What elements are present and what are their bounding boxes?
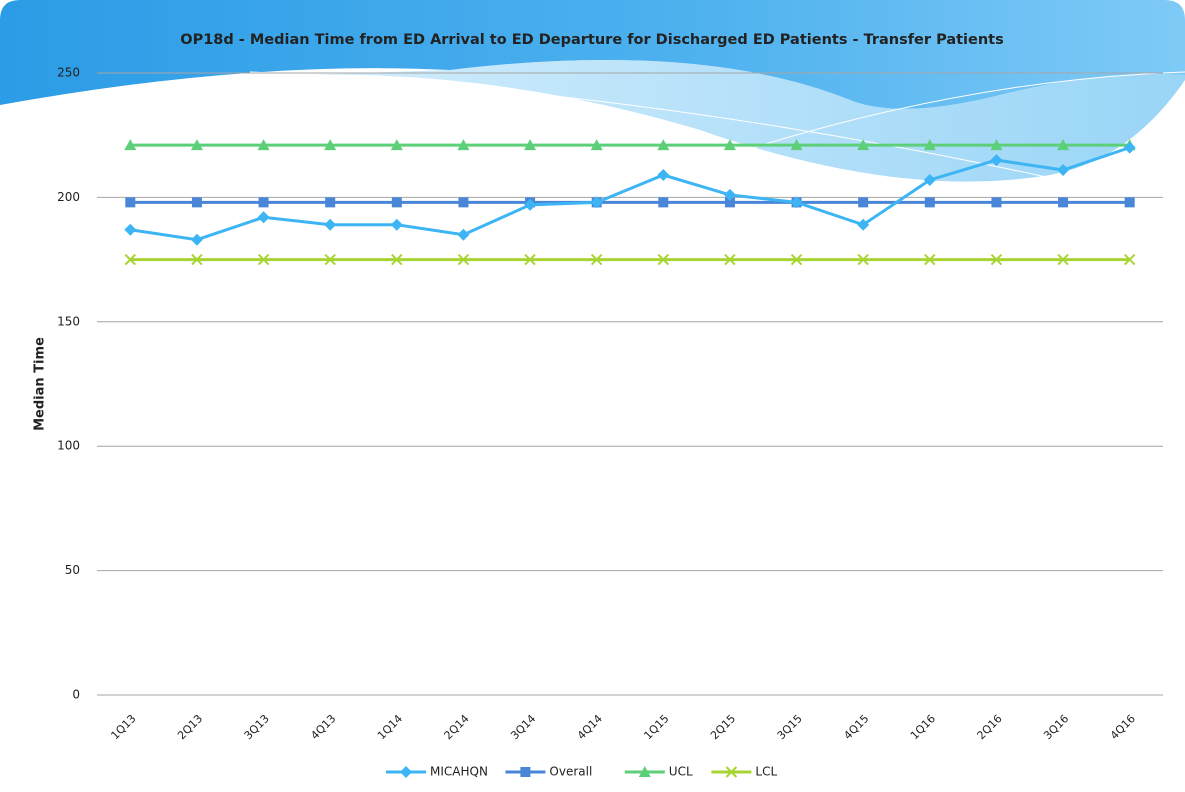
- marker: [457, 228, 470, 241]
- marker: [257, 139, 270, 151]
- x-tick-label: 3Q14: [508, 712, 538, 742]
- x-tick-label: 1Q15: [641, 712, 671, 742]
- x-tick-label: 2Q16: [975, 712, 1005, 742]
- x-tick-label: 2Q15: [708, 712, 738, 742]
- legend-marker: [520, 767, 531, 777]
- marker: [391, 197, 402, 208]
- marker: [325, 197, 336, 208]
- marker: [391, 253, 403, 266]
- marker: [657, 253, 670, 266]
- legend-label: LCL: [755, 765, 777, 779]
- marker: [790, 253, 803, 266]
- x-tick-label: 1Q16: [908, 712, 938, 742]
- x-tick-label: 2Q13: [175, 712, 205, 742]
- legend-marker: [638, 766, 651, 777]
- marker: [524, 198, 537, 211]
- marker: [1057, 164, 1070, 177]
- marker: [524, 139, 537, 151]
- marker: [857, 139, 870, 151]
- y-tick-label: 200: [57, 190, 80, 204]
- marker: [524, 253, 536, 266]
- x-tick-label: 2Q14: [442, 712, 472, 742]
- marker: [124, 223, 137, 236]
- marker: [923, 173, 936, 186]
- marker: [924, 197, 935, 208]
- marker: [857, 253, 869, 266]
- marker: [991, 197, 1002, 208]
- marker: [657, 139, 670, 151]
- header-decoration: [0, 0, 1185, 182]
- marker: [257, 211, 270, 224]
- marker: [923, 139, 936, 151]
- marker: [324, 253, 336, 266]
- marker: [657, 169, 670, 182]
- marker: [1058, 197, 1069, 208]
- marker: [724, 253, 736, 266]
- x-tick-label: 4Q14: [575, 712, 605, 742]
- marker: [924, 253, 936, 266]
- marker: [258, 197, 269, 208]
- x-tick-label: 3Q13: [242, 712, 272, 742]
- marker: [590, 139, 603, 151]
- marker: [590, 253, 603, 266]
- chart-title: OP18d - Median Time from ED Arrival to E…: [180, 32, 1003, 48]
- y-tick-label: 0: [72, 688, 80, 702]
- marker: [125, 197, 136, 208]
- marker: [190, 233, 203, 246]
- x-tick-label: 1Q14: [375, 712, 405, 742]
- marker: [1057, 139, 1070, 151]
- x-tick-label: 4Q15: [841, 712, 871, 742]
- marker: [191, 197, 202, 208]
- legend-marker: [725, 766, 738, 778]
- legend-label: Overall: [549, 765, 592, 779]
- marker: [723, 139, 736, 151]
- marker: [191, 253, 203, 266]
- marker: [190, 139, 203, 151]
- legend-label: UCL: [669, 765, 693, 779]
- marker: [724, 197, 735, 208]
- marker: [257, 253, 270, 266]
- y-axis-title: Median Time: [33, 337, 48, 431]
- marker: [858, 197, 869, 208]
- legend-label: MICAHQN: [430, 765, 488, 779]
- y-tick-label: 250: [57, 66, 80, 80]
- marker: [790, 196, 803, 209]
- marker: [1123, 253, 1136, 266]
- y-tick-label: 50: [65, 563, 80, 577]
- marker: [457, 253, 470, 266]
- marker: [324, 218, 337, 231]
- marker: [1057, 253, 1069, 266]
- y-tick-label: 150: [57, 314, 80, 328]
- marker: [658, 197, 669, 208]
- marker: [1124, 197, 1135, 208]
- y-tick-label: 100: [57, 439, 80, 453]
- marker: [124, 139, 137, 151]
- marker: [857, 218, 870, 231]
- marker: [390, 218, 403, 231]
- x-tick-label: 3Q16: [1041, 712, 1071, 742]
- marker: [723, 188, 736, 201]
- marker: [457, 139, 470, 151]
- marker: [590, 196, 603, 209]
- marker: [790, 139, 803, 151]
- x-tick-label: 1Q13: [108, 712, 138, 742]
- marker: [458, 197, 469, 208]
- marker: [990, 253, 1003, 266]
- x-tick-label: 4Q13: [308, 712, 338, 742]
- marker: [1123, 141, 1136, 154]
- marker: [390, 139, 403, 151]
- marker: [324, 139, 337, 151]
- x-tick-label: 3Q15: [775, 712, 805, 742]
- series-line: [130, 146, 1131, 242]
- legend-marker: [400, 766, 412, 778]
- marker: [990, 154, 1003, 167]
- marker: [124, 253, 137, 266]
- x-tick-label: 4Q16: [1108, 712, 1138, 742]
- marker: [990, 139, 1003, 151]
